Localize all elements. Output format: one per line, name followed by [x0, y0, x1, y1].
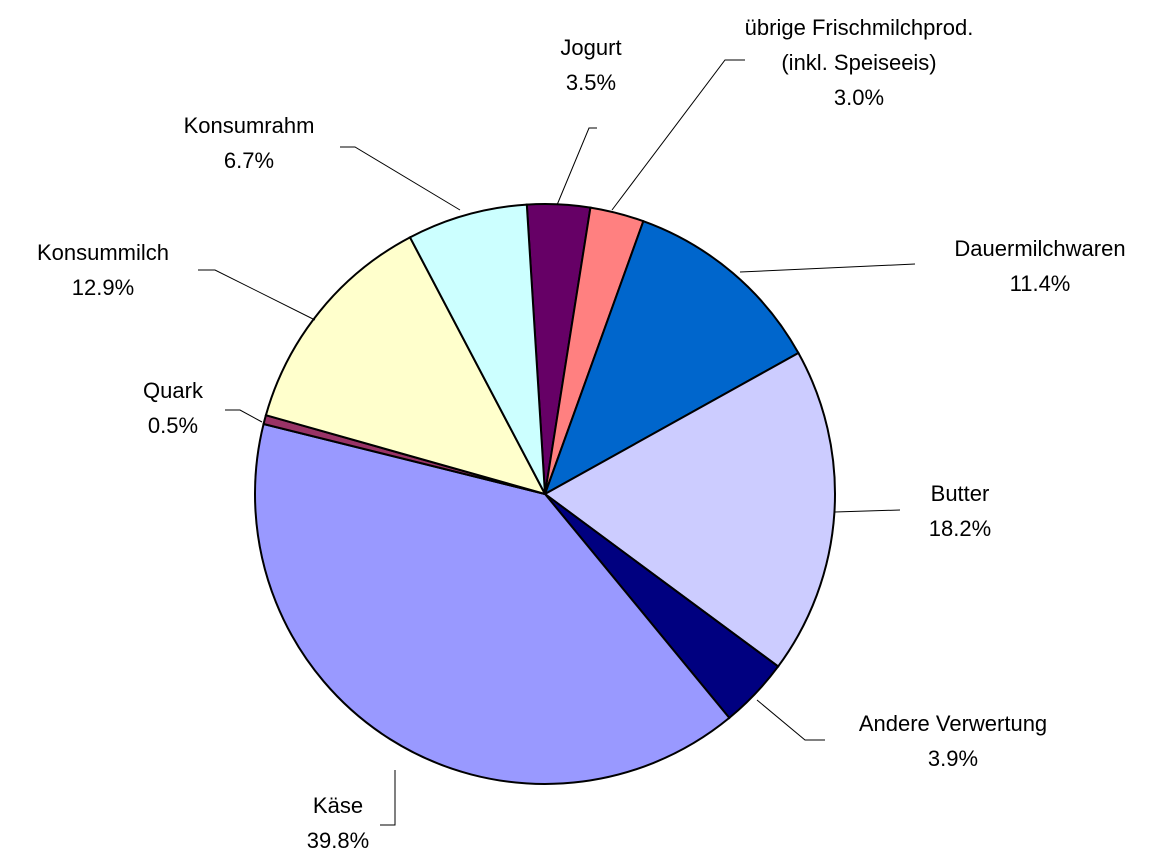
slice-label: Andere Verwertung 3.9%	[859, 706, 1047, 776]
value-label: 11.4%	[1009, 271, 1071, 296]
category-label: Butter	[930, 481, 990, 506]
pie-slice	[543, 351, 836, 668]
pie-slice	[254, 422, 731, 785]
category-label: Konsummilch	[36, 240, 170, 265]
slice-label: Käse 39.8%	[307, 788, 369, 858]
slice-label: Jogurt 3.5%	[560, 30, 621, 100]
leader-line	[380, 770, 396, 826]
leader-line	[611, 59, 745, 211]
slice-label: übrige Frischmilchprod. (inkl. Speiseeis…	[734, 10, 984, 115]
category-label: Käse	[312, 793, 364, 818]
category-label: Konsumrahm	[183, 113, 315, 138]
leader-line	[340, 146, 461, 211]
value-label: 12.9%	[71, 275, 135, 300]
slice-label: Quark 0.5%	[143, 373, 203, 443]
pie-slice	[408, 203, 546, 495]
slices	[254, 203, 836, 785]
leader-line	[556, 127, 597, 206]
leader-line	[198, 269, 316, 321]
pie-slice	[543, 219, 800, 497]
value-label: 6.7%	[223, 148, 275, 173]
value-label: 3.5%	[565, 70, 617, 95]
slice-label: Dauermilchwaren 11.4%	[954, 231, 1125, 301]
value-label: 3.9%	[927, 746, 979, 771]
category-label: Quark	[143, 378, 203, 403]
leader-line	[834, 509, 901, 513]
category-label: Dauermilchwaren	[954, 236, 1126, 261]
leader-lines	[198, 59, 916, 826]
slice-label: Konsummilch 12.9%	[37, 235, 169, 305]
category-label: übrige Frischmilchprod. (inkl. Speiseeis…	[744, 15, 974, 75]
category-label: Andere Verwertung	[858, 711, 1048, 736]
pie-slice	[264, 235, 547, 496]
value-label: 0.5%	[147, 413, 199, 438]
leader-line	[225, 409, 263, 423]
value-label: 18.2%	[928, 516, 992, 541]
leader-line	[739, 263, 916, 273]
category-label: Jogurt	[560, 35, 622, 60]
value-label: 3.0%	[833, 85, 885, 110]
slice-label: Butter 18.2%	[929, 476, 991, 546]
value-label: 39.8%	[306, 828, 370, 853]
slice-label: Konsumrahm 6.7%	[184, 108, 315, 178]
leader-line	[756, 699, 825, 741]
